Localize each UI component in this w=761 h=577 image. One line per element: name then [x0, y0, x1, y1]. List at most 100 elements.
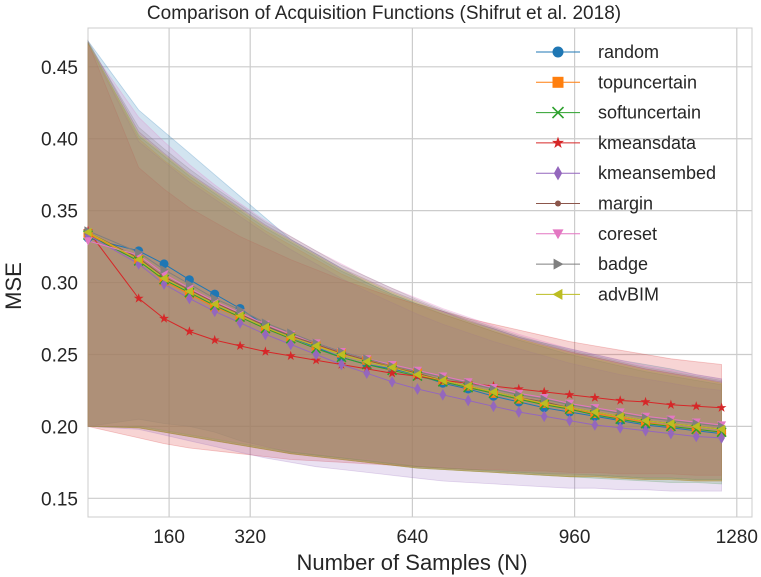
marker-advBIM: [717, 424, 726, 434]
marker-kmeansembed: [667, 427, 675, 440]
x-tick-label: 1280: [716, 527, 758, 548]
legend-label: badge: [598, 254, 648, 274]
marker-advBIM: [514, 393, 523, 403]
marker-kmeansdata: [133, 293, 144, 303]
marker-kmeansembed: [185, 292, 193, 305]
legend-marker: [553, 166, 563, 181]
legend-item-topuncertain: topuncertain: [536, 72, 697, 92]
legend-marker: [552, 229, 564, 240]
grid: [88, 28, 752, 517]
marker-advBIM: [159, 273, 168, 283]
marker-badge: [261, 318, 270, 328]
band-random: [87, 39, 722, 480]
legend-marker: [554, 200, 562, 207]
marker-kmeansdata: [589, 392, 600, 402]
marker-advBIM: [590, 407, 599, 417]
legend-item-kmeansembed: kmeansembed: [536, 163, 716, 183]
marker-kmeansdata: [539, 386, 550, 397]
marker-kmeansdata: [260, 346, 271, 356]
marker-kmeansdata: [640, 396, 651, 407]
marker-advBIM: [387, 362, 396, 372]
y-tick-label: 0.25: [41, 345, 78, 366]
band-topuncertain: [87, 43, 722, 482]
marker-kmeansembed: [591, 419, 599, 431]
marker-kmeansembed: [540, 410, 548, 423]
marker-kmeansembed: [515, 406, 523, 418]
marker-advBIM: [641, 416, 650, 426]
marker-badge: [540, 394, 549, 404]
marker-kmeansdata: [184, 326, 195, 336]
marker-kmeansembed: [363, 367, 371, 380]
marker-kmeansdata: [615, 395, 626, 405]
marker-badge: [287, 328, 296, 338]
x-axis-label: Number of Samples (N): [296, 550, 527, 575]
legend-label: advBIM: [598, 284, 659, 304]
band-advBIM: [87, 42, 722, 482]
marker-kmeansdata: [235, 340, 245, 350]
band-coreset: [87, 44, 722, 479]
legend-item-margin: margin: [536, 194, 653, 214]
legend-item-advBIM: advBIM: [536, 284, 659, 304]
marker-advBIM: [615, 411, 624, 421]
legend-label: softuncertain: [598, 103, 701, 123]
marker-advBIM: [286, 332, 295, 342]
legend-marker-stroke: [551, 106, 565, 119]
legend-marker: [552, 46, 564, 58]
y-tick-label: 0.40: [41, 130, 78, 151]
marker-kmeansdata: [387, 368, 397, 378]
band-kmeansembed: [87, 43, 722, 492]
marker-advBIM: [539, 398, 548, 408]
marker-advBIM: [691, 421, 700, 431]
marker-kmeansembed: [312, 348, 320, 361]
marker-advBIM: [438, 375, 447, 385]
marker-advBIM: [83, 227, 92, 237]
marker-advBIM: [235, 311, 244, 321]
legend: random topuncertain softuncertain kmeansdat…: [536, 42, 716, 304]
y-axis-ticks: 0.15 0.20 0.25 0.30 0.35 0.40 0.45: [41, 58, 78, 510]
marker-kmeansembed: [160, 278, 168, 290]
marker-badge: [160, 265, 169, 275]
legend-marker: [552, 288, 563, 300]
marker-kmeansembed: [262, 328, 269, 341]
marker-kmeansembed: [490, 400, 497, 413]
marker-kmeansembed: [439, 388, 447, 401]
marker-kmeansembed: [642, 424, 649, 437]
confidence-bands: [87, 39, 722, 492]
marker-badge: [185, 279, 194, 289]
legend-label: kmeansdata: [598, 133, 697, 153]
legend-label: random: [598, 42, 659, 62]
legend-marker: [552, 136, 564, 148]
y-tick-label: 0.30: [41, 274, 78, 295]
marker-kmeansembed: [566, 414, 573, 427]
marker-advBIM: [488, 387, 498, 397]
marker-badge: [211, 293, 220, 303]
marker-kmeansdata: [513, 383, 524, 394]
marker-advBIM: [210, 299, 219, 309]
y-tick-label: 0.20: [41, 417, 78, 438]
legend-item-random: random: [536, 42, 659, 62]
marker-kmeansdata: [666, 399, 676, 409]
marker-kmeansembed: [414, 383, 421, 395]
x-tick-label: 960: [559, 527, 591, 548]
marker-kmeansdata: [285, 350, 296, 361]
band-margin: [87, 39, 722, 482]
legend-item-coreset: coreset: [536, 224, 657, 244]
x-tick-label: 640: [397, 527, 429, 548]
marker-kmeansembed: [211, 305, 219, 318]
marker-advBIM: [666, 419, 675, 429]
marker-kmeansdata: [716, 402, 727, 412]
marker-coreset: [83, 237, 93, 246]
marker-kmeansembed: [692, 430, 700, 443]
band-badge: [87, 40, 722, 480]
y-tick-label: 0.45: [41, 58, 78, 79]
legend-item-kmeansdata: kmeansdata: [536, 133, 697, 153]
x-axis-ticks: 160 320 640 960 1280: [153, 527, 758, 548]
legend-marker: [551, 106, 565, 119]
marker-kmeansdata: [159, 313, 169, 323]
marker-kmeansdata: [564, 389, 575, 399]
legend-marker: [553, 258, 564, 270]
marker-kmeansembed: [718, 432, 725, 444]
marker-kmeansembed: [338, 358, 345, 371]
legend-item-softuncertain: softuncertain: [536, 103, 701, 123]
